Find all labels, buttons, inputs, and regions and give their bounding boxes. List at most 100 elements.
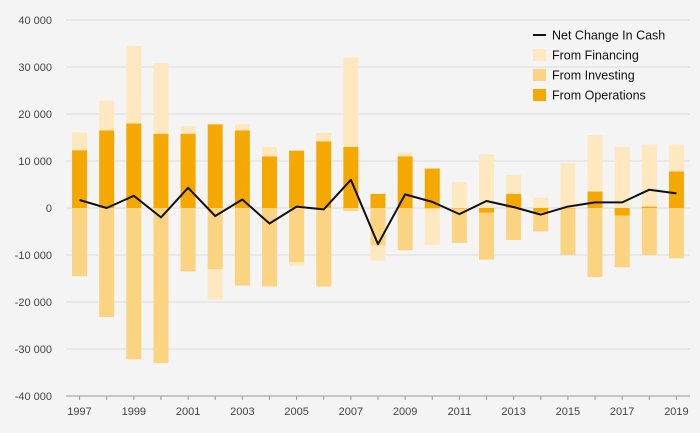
- bar-from-investing: [506, 208, 522, 240]
- x-axis: 1997 1999 2001 2003 2005 2007 2009 2011 2013 2015…: [66, 395, 690, 418]
- x-tick-label: 2011: [448, 406, 472, 418]
- bar-from-investing: [587, 208, 603, 278]
- net-change-line-group: [79, 178, 677, 246]
- bar-from-investing: [180, 208, 196, 272]
- bar-from-investing: [397, 208, 413, 251]
- bar-from-financing: [560, 162, 576, 208]
- y-axis: 40 000 30 000 20 000 10 000 0 -10 000 -20 000 -…: [15, 15, 52, 403]
- bar-from-investing: [126, 208, 142, 360]
- bar-from-operations: [533, 208, 549, 213]
- bar-from-financing: [72, 132, 88, 151]
- legend-item: From Financing: [533, 49, 639, 63]
- x-tick-label: 2001: [176, 406, 200, 418]
- bar-from-operations: [397, 156, 413, 208]
- y-tick-label: 20 000: [18, 109, 52, 121]
- bar-from-investing: [560, 208, 576, 255]
- bar-from-investing: [99, 208, 115, 318]
- x-tick-label: 2013: [501, 406, 525, 418]
- bar-from-financing: [370, 245, 386, 261]
- bar-from-operations: [153, 133, 169, 208]
- x-tick-label: 2005: [284, 406, 308, 418]
- legend-label: Net Change In Cash: [552, 29, 665, 43]
- bar-from-operations: [424, 168, 440, 208]
- legend-item: From Investing: [533, 69, 635, 83]
- y-tick-label: -20 000: [15, 297, 52, 309]
- legend-item: From Operations: [533, 89, 646, 103]
- legend-item: Net Change In Cash: [533, 29, 665, 43]
- bar-from-operations: [99, 130, 115, 208]
- bar-from-financing: [289, 262, 305, 266]
- bar-from-operations: [479, 208, 495, 213]
- bar-from-investing: [153, 208, 169, 364]
- x-tick-label: 2015: [556, 406, 580, 418]
- x-tick-label: 2007: [339, 406, 363, 418]
- bar-from-financing: [126, 45, 142, 124]
- net-change-line: [79, 178, 677, 246]
- bar-from-investing: [261, 208, 277, 287]
- y-tick-label: -40 000: [15, 391, 52, 403]
- bar-from-investing: [641, 208, 657, 255]
- x-tick-label: 2003: [230, 406, 254, 418]
- legend: Net Change In Cash From Financing From Inv…: [533, 29, 665, 103]
- bar-from-financing: [343, 57, 359, 147]
- bar-from-financing: [506, 175, 522, 194]
- y-tick-label: 40 000: [18, 15, 52, 27]
- bar-from-investing: [370, 208, 386, 246]
- bar-from-operations: [234, 130, 250, 208]
- bar-from-operations: [261, 156, 277, 208]
- bar-from-investing: [533, 212, 549, 232]
- bar-from-financing: [153, 63, 169, 134]
- bar-from-operations: [614, 208, 630, 216]
- bar-from-operations: [289, 150, 305, 208]
- bar-from-financing: [533, 197, 549, 208]
- bar-from-investing: [316, 208, 332, 287]
- bar-from-investing: [451, 208, 467, 243]
- legend-label: From Financing: [552, 49, 639, 63]
- bar-from-financing: [261, 146, 277, 157]
- bar-from-financing: [397, 152, 413, 157]
- bar-from-operations: [72, 150, 88, 208]
- bar-from-investing: [668, 208, 684, 259]
- bar-from-investing: [207, 208, 223, 270]
- bar-from-operations: [370, 193, 386, 208]
- bar-from-financing: [668, 144, 684, 172]
- legend-swatch: [533, 89, 546, 101]
- x-tick-label: 2009: [393, 406, 417, 418]
- bar-from-operations: [506, 193, 522, 208]
- legend-swatch: [533, 69, 546, 81]
- bar-from-financing: [234, 124, 250, 131]
- bar-from-financing: [587, 135, 603, 192]
- x-tick-label: 2017: [610, 406, 634, 418]
- bar-from-investing: [343, 208, 359, 211]
- bar-from-operations: [587, 191, 603, 208]
- bar-from-financing: [641, 144, 657, 207]
- y-tick-label: -10 000: [15, 250, 52, 262]
- x-tick-label: 2019: [664, 406, 688, 418]
- bar-from-financing: [207, 269, 223, 300]
- bar-from-investing: [72, 208, 88, 277]
- x-tick-label: 1997: [67, 406, 91, 418]
- bar-from-investing: [424, 208, 440, 210]
- bar-from-investing: [289, 208, 305, 263]
- bar-from-financing: [180, 126, 196, 134]
- y-tick-label: -30 000: [15, 344, 52, 356]
- x-tick-label: 1999: [122, 406, 146, 418]
- bar-from-operations: [207, 124, 223, 208]
- bar-from-operations: [668, 171, 684, 208]
- legend-swatch: [533, 49, 546, 61]
- bar-from-investing: [479, 212, 495, 260]
- bar-from-financing: [316, 132, 332, 142]
- bar-from-financing: [424, 209, 440, 246]
- bar-from-operations: [126, 123, 142, 208]
- bar-from-operations: [343, 146, 359, 208]
- y-tick-label: 30 000: [18, 62, 52, 74]
- y-tick-label: 10 000: [18, 156, 52, 168]
- bar-from-financing: [451, 182, 467, 208]
- bar-from-financing: [99, 100, 115, 131]
- bar-from-investing: [234, 208, 250, 286]
- bar-from-operations: [180, 133, 196, 208]
- bar-from-investing: [614, 215, 630, 268]
- bar-from-financing: [614, 146, 630, 208]
- legend-label: From Investing: [552, 69, 635, 83]
